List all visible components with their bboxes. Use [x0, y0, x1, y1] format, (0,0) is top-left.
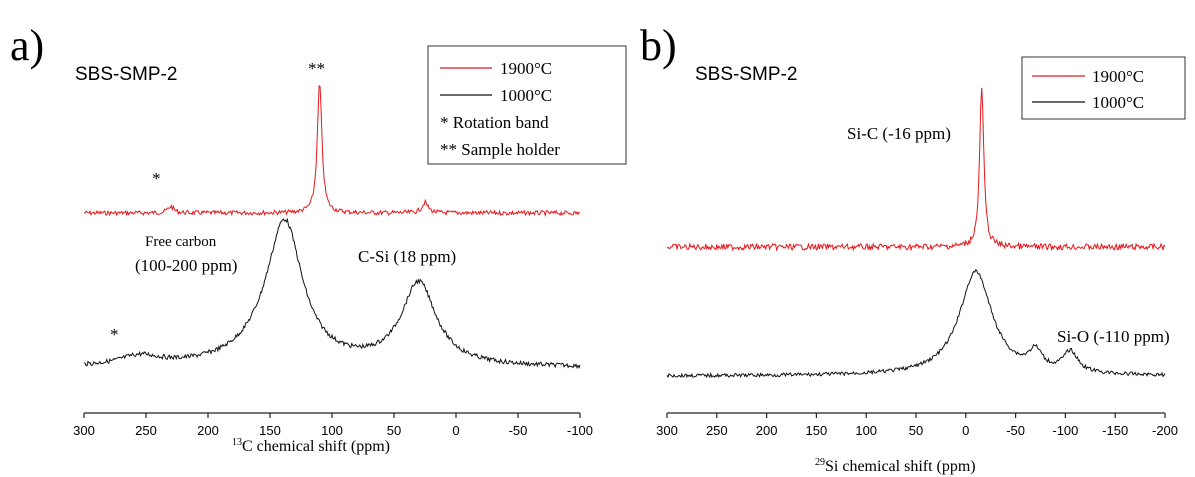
panel-b-tick-label: 0 — [962, 423, 969, 438]
panel-a-legend-rotation: * Rotation band — [440, 113, 549, 132]
panel-b-letter: b) — [640, 21, 677, 70]
panel-b-x-axis-label: 29Si chemical shift (ppm) — [815, 457, 976, 475]
panel-a-x-axis-label-sup: 13 — [232, 437, 242, 448]
panel-a-tick-label: 50 — [387, 423, 401, 438]
panel-b-tick-label: 200 — [756, 423, 778, 438]
panel-b-ticks: 300 250 200 150 100 50 0 -50 -100 -150 -200 — [656, 413, 1178, 438]
panel-a-sample-label: SBS-SMP-2 — [75, 64, 177, 85]
panel-b-tick-label: -100 — [1052, 423, 1078, 438]
panel-a-legend — [427, 45, 627, 165]
panel-b-sample-label: SBS-SMP-2 — [695, 64, 797, 85]
panel-a-star-1900: * — [152, 169, 161, 188]
panel-a-tick-label: 100 — [321, 423, 343, 438]
panel-b-legend-1000: 1000°C — [1092, 93, 1144, 112]
panel-b-legend-1900: 1900°C — [1092, 67, 1144, 86]
panel-b-tick-label: 150 — [806, 423, 828, 438]
panel-a-free-carbon-range: (100-200 ppm) — [135, 256, 237, 275]
panel-a-csi: C-Si (18 ppm) — [358, 247, 456, 266]
panel-a-series-1000 — [83, 217, 581, 370]
panel-a-ticks: 300 250 200 150 100 50 0 -50 -100 — [73, 413, 593, 438]
panel-b-tick-label: -200 — [1152, 423, 1178, 438]
panel-a-tick-label: 150 — [259, 423, 281, 438]
panel-a-legend-holder: ** Sample holder — [440, 140, 560, 159]
panel-a-tick-label: 300 — [73, 423, 95, 438]
panel-b-tick-label: 250 — [706, 423, 728, 438]
panel-a-letter: a) — [10, 21, 44, 70]
panel-b-tick-label: 300 — [656, 423, 678, 438]
panel-b-series-1000 — [666, 268, 1166, 379]
panel-b-tick-label: 100 — [855, 423, 877, 438]
panel-a-tick-label: -100 — [567, 423, 593, 438]
panel-a-tick-label: 250 — [135, 423, 157, 438]
panel-b-series-1900 — [666, 87, 1166, 252]
panel-b-x-axis-label-text: Si chemical shift (ppm) — [825, 458, 976, 475]
panel-a-free-carbon: Free carbon — [145, 234, 217, 250]
panel-b-legend — [1021, 56, 1186, 120]
panel-b-tick-label: -150 — [1102, 423, 1128, 438]
panel-a-x-axis-label-text: C chemical shift (ppm) — [242, 438, 390, 455]
panel-b-tick-label: 50 — [909, 423, 923, 438]
panel-a-tick-label: -50 — [509, 423, 528, 438]
panel-a-tick-label: 200 — [197, 423, 219, 438]
panel-a-tick-label: 0 — [452, 423, 459, 438]
panel-a-x-axis-label: 13C chemical shift (ppm) — [232, 437, 390, 455]
panel-b-sio: Si-O (-110 ppm) — [1057, 327, 1170, 346]
panel-a: a) SBS-SMP-2 1900°C 1000°C * Rotation ba… — [10, 21, 627, 455]
panel-b-sic: Si-C (-16 ppm) — [847, 124, 951, 143]
panel-a-star-1000: * — [110, 325, 119, 344]
panel-a-series-1900 — [83, 84, 581, 218]
panel-a-doublestar: ** — [308, 59, 325, 78]
panel-b-x-axis-label-sup: 29 — [815, 457, 825, 468]
panel-a-legend-1000: 1000°C — [500, 86, 552, 105]
panel-b-tick-label: -50 — [1006, 423, 1025, 438]
panel-b: b) SBS-SMP-2 1900°C 1000°C Si-C (-16 ppm… — [640, 21, 1186, 475]
panel-a-legend-1900: 1900°C — [500, 59, 552, 78]
